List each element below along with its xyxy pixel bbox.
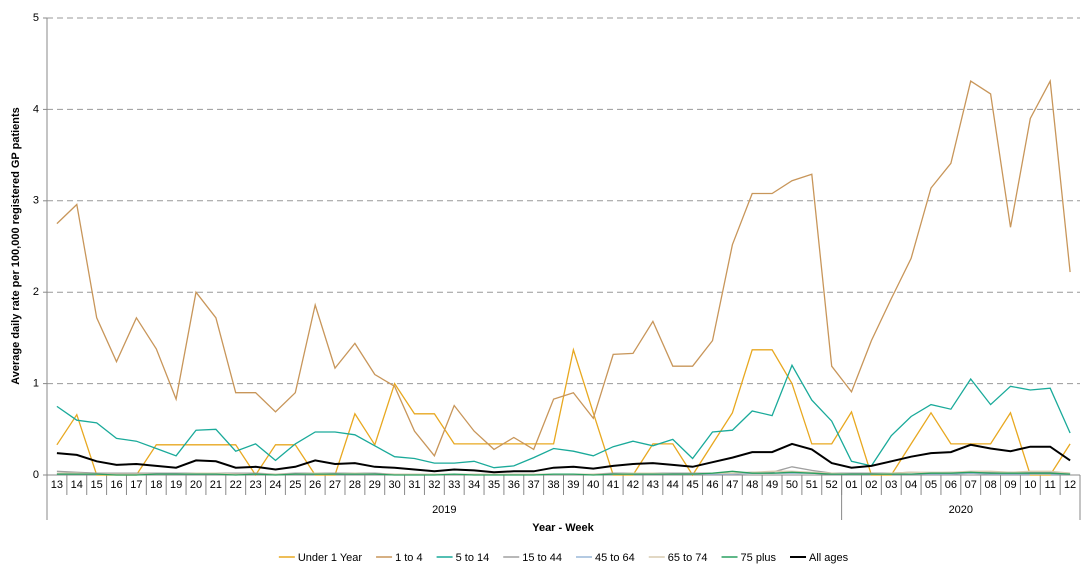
- series-line: [56, 470, 1071, 476]
- x-tick-label: 37: [528, 479, 540, 491]
- x-tick-label: 44: [667, 479, 679, 491]
- x-group-label: 2019: [432, 504, 456, 516]
- x-tick-label: 50: [786, 479, 798, 491]
- x-tick-label: 28: [349, 479, 361, 491]
- x-tick-label: 46: [706, 479, 718, 491]
- y-tick-label: 0: [33, 469, 39, 481]
- x-tick-label: 04: [905, 479, 917, 491]
- legend-label: 15 to 44: [522, 552, 562, 564]
- x-tick-label: 29: [369, 479, 381, 491]
- x-tick-label: 02: [865, 479, 877, 491]
- x-tick-label: 13: [51, 479, 63, 491]
- x-tick-label: 43: [647, 479, 659, 491]
- x-axis-title: Year - Week: [532, 522, 594, 534]
- x-tick-label: 21: [210, 479, 222, 491]
- x-tick-label: 26: [309, 479, 321, 491]
- x-tick-label: 01: [845, 479, 857, 491]
- x-tick-label: 25: [289, 479, 301, 491]
- x-tick-label: 23: [249, 479, 261, 491]
- x-tick-label: 39: [567, 479, 579, 491]
- x-tick-label: 36: [508, 479, 520, 491]
- x-tick-label: 41: [607, 479, 619, 491]
- y-tick-label: 4: [33, 103, 39, 115]
- x-tick-label: 38: [547, 479, 559, 491]
- x-tick-label: 05: [925, 479, 937, 491]
- x-tick-label: 18: [150, 479, 162, 491]
- x-tick-label: 48: [746, 479, 758, 491]
- x-tick-label: 19: [170, 479, 182, 491]
- x-tick-label: 22: [230, 479, 242, 491]
- legend-label: 75 plus: [741, 552, 777, 564]
- x-tick-label: 33: [448, 479, 460, 491]
- y-tick-label: 1: [33, 378, 39, 390]
- x-tick-label: 14: [71, 479, 83, 491]
- y-axis-title: Average daily rate per 100,000 registere…: [10, 107, 22, 385]
- x-tick-label: 08: [984, 479, 996, 491]
- x-tick-label: 42: [627, 479, 639, 491]
- x-tick-label: 52: [826, 479, 838, 491]
- legend-label: 65 to 74: [668, 552, 708, 564]
- y-tick-label: 2: [33, 286, 39, 298]
- x-tick-label: 12: [1064, 479, 1076, 491]
- x-tick-label: 15: [91, 479, 103, 491]
- x-tick-label: 51: [806, 479, 818, 491]
- series-line: [56, 78, 1071, 458]
- x-tick-label: 20: [190, 479, 202, 491]
- x-tick-label: 27: [329, 479, 341, 491]
- legend-label: Under 1 Year: [298, 552, 363, 564]
- x-tick-label: 32: [428, 479, 440, 491]
- legend-label: 45 to 64: [595, 552, 635, 564]
- x-tick-label: 03: [885, 479, 897, 491]
- x-tick-label: 30: [389, 479, 401, 491]
- x-tick-label: 17: [130, 479, 142, 491]
- series-line: [56, 363, 1071, 469]
- x-tick-label: 34: [468, 479, 480, 491]
- x-tick-label: 40: [587, 479, 599, 491]
- x-tick-label: 31: [408, 479, 420, 491]
- y-tick-label: 3: [33, 195, 39, 207]
- legend-label: All ages: [809, 552, 849, 564]
- y-tick-label: 5: [33, 12, 39, 24]
- x-tick-label: 24: [269, 479, 281, 491]
- x-tick-label: 06: [945, 479, 957, 491]
- legend-label: 5 to 14: [456, 552, 490, 564]
- x-tick-label: 16: [110, 479, 122, 491]
- x-tick-label: 09: [1004, 479, 1016, 491]
- legend-label: 1 to 4: [395, 552, 423, 564]
- x-tick-label: 49: [766, 479, 778, 491]
- x-tick-label: 10: [1024, 479, 1036, 491]
- x-tick-label: 35: [488, 479, 500, 491]
- x-tick-label: 07: [965, 479, 977, 491]
- x-tick-label: 47: [726, 479, 738, 491]
- x-tick-label: 45: [687, 479, 699, 491]
- series-line: [56, 442, 1071, 474]
- x-tick-label: 11: [1044, 479, 1055, 491]
- x-group-label: 2020: [949, 504, 973, 516]
